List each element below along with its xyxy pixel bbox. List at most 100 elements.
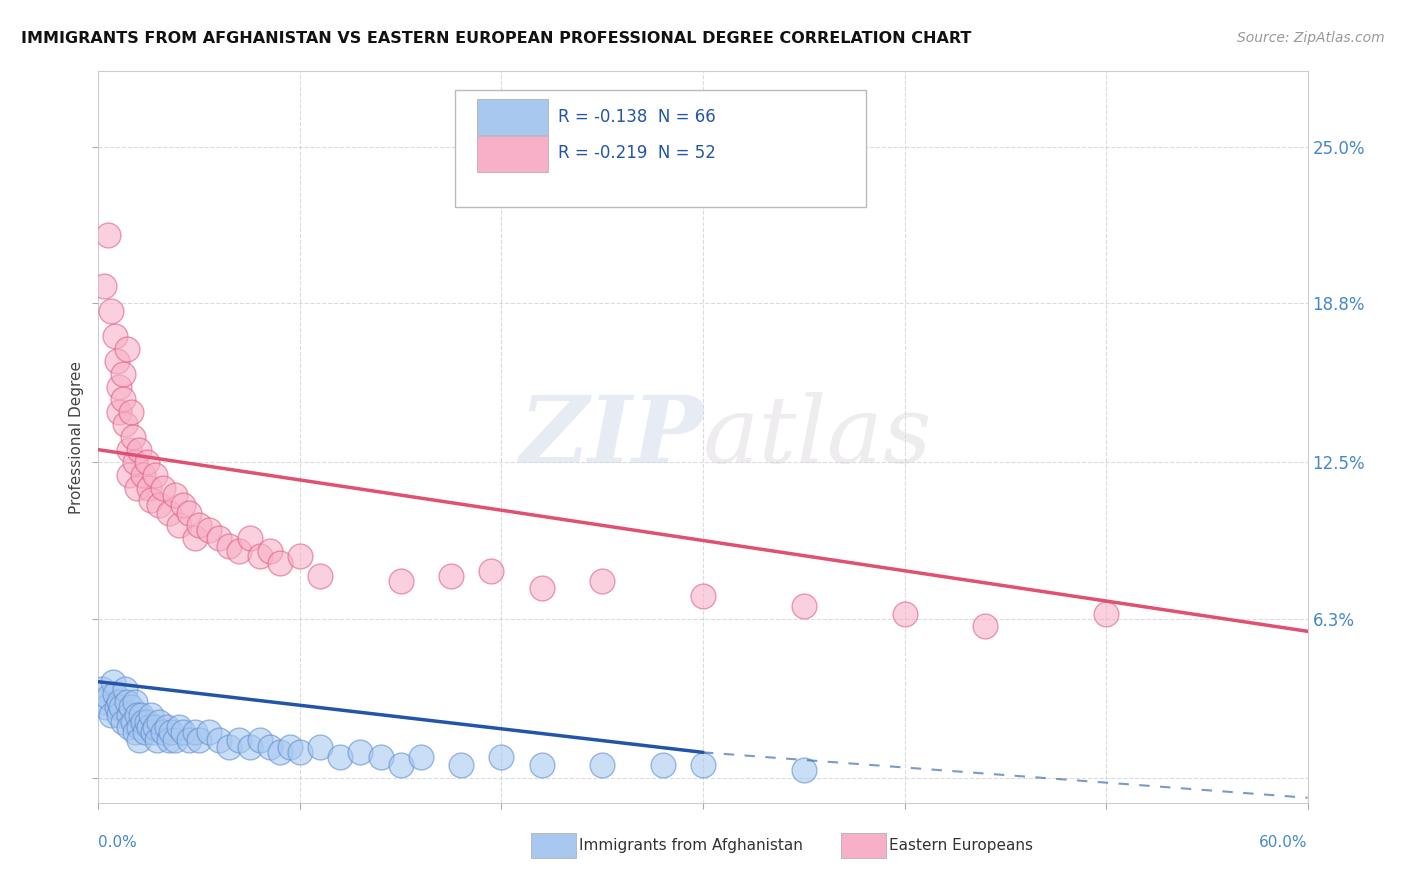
Point bbox=[249, 732, 271, 747]
Point bbox=[218, 740, 240, 755]
Point bbox=[172, 498, 194, 512]
FancyBboxPatch shape bbox=[456, 90, 866, 207]
Text: R = -0.138  N = 66: R = -0.138 N = 66 bbox=[558, 108, 716, 126]
Point bbox=[114, 682, 136, 697]
Point bbox=[793, 599, 815, 613]
Point bbox=[163, 732, 186, 747]
Point bbox=[103, 687, 125, 701]
Point bbox=[157, 732, 180, 747]
Point bbox=[591, 574, 613, 588]
Point bbox=[239, 740, 262, 755]
Point bbox=[152, 481, 174, 495]
Point bbox=[97, 228, 120, 243]
Point bbox=[793, 763, 815, 777]
Point bbox=[692, 758, 714, 772]
Point bbox=[100, 304, 122, 318]
Point bbox=[349, 745, 371, 759]
Point bbox=[128, 442, 150, 457]
Point bbox=[198, 524, 221, 538]
Point bbox=[129, 707, 152, 722]
Point bbox=[118, 467, 141, 482]
Point bbox=[188, 732, 211, 747]
Point bbox=[167, 518, 190, 533]
Point bbox=[124, 725, 146, 739]
Point bbox=[208, 732, 231, 747]
Point bbox=[167, 720, 190, 734]
Point bbox=[100, 707, 122, 722]
Point bbox=[143, 720, 166, 734]
Point bbox=[893, 607, 915, 621]
Point bbox=[132, 715, 155, 730]
Point bbox=[93, 695, 115, 709]
Text: atlas: atlas bbox=[703, 392, 932, 482]
Point bbox=[651, 758, 673, 772]
Point bbox=[135, 715, 157, 730]
Point bbox=[125, 481, 148, 495]
Point bbox=[143, 467, 166, 482]
Point bbox=[249, 549, 271, 563]
Point bbox=[93, 278, 115, 293]
Point bbox=[121, 430, 143, 444]
Point bbox=[1095, 607, 1118, 621]
Point bbox=[239, 531, 262, 545]
Point bbox=[114, 417, 136, 432]
Point bbox=[132, 467, 155, 482]
Point bbox=[110, 700, 132, 714]
Point bbox=[111, 392, 134, 407]
Point bbox=[107, 379, 129, 393]
Point bbox=[163, 488, 186, 502]
Point bbox=[103, 329, 125, 343]
Point bbox=[107, 707, 129, 722]
Point bbox=[389, 758, 412, 772]
Point bbox=[118, 707, 141, 722]
Point bbox=[121, 715, 143, 730]
Point bbox=[309, 740, 332, 755]
Point bbox=[591, 758, 613, 772]
Point bbox=[409, 750, 432, 764]
Point bbox=[124, 455, 146, 469]
Point bbox=[530, 582, 553, 596]
Point bbox=[115, 342, 138, 356]
Point bbox=[288, 745, 311, 759]
Text: Immigrants from Afghanistan: Immigrants from Afghanistan bbox=[579, 838, 803, 853]
Point bbox=[111, 715, 134, 730]
Point bbox=[228, 732, 250, 747]
Text: Eastern Europeans: Eastern Europeans bbox=[889, 838, 1032, 853]
Point bbox=[218, 539, 240, 553]
Point bbox=[135, 455, 157, 469]
Y-axis label: Professional Degree: Professional Degree bbox=[69, 360, 84, 514]
Point bbox=[128, 720, 150, 734]
Point bbox=[107, 405, 129, 419]
Point bbox=[101, 674, 124, 689]
Point bbox=[107, 695, 129, 709]
Point bbox=[228, 543, 250, 558]
Point bbox=[105, 354, 128, 368]
Point bbox=[118, 442, 141, 457]
Point bbox=[278, 740, 301, 755]
Point bbox=[152, 725, 174, 739]
Point bbox=[157, 506, 180, 520]
Point bbox=[450, 758, 472, 772]
Point bbox=[105, 700, 128, 714]
Point bbox=[269, 556, 291, 570]
Point bbox=[115, 695, 138, 709]
Point bbox=[172, 725, 194, 739]
Point bbox=[208, 531, 231, 545]
Point bbox=[160, 725, 183, 739]
Text: R = -0.219  N = 52: R = -0.219 N = 52 bbox=[558, 145, 716, 162]
Point bbox=[179, 732, 201, 747]
Point bbox=[111, 367, 134, 381]
Point bbox=[138, 720, 160, 734]
Point bbox=[329, 750, 352, 764]
Point bbox=[139, 707, 162, 722]
Point bbox=[259, 740, 281, 755]
Point bbox=[530, 758, 553, 772]
Point bbox=[481, 564, 503, 578]
Point bbox=[269, 745, 291, 759]
Point bbox=[440, 569, 463, 583]
Point bbox=[91, 682, 114, 697]
Text: 60.0%: 60.0% bbox=[1260, 836, 1308, 850]
Point bbox=[188, 518, 211, 533]
Text: IMMIGRANTS FROM AFGHANISTAN VS EASTERN EUROPEAN PROFESSIONAL DEGREE CORRELATION : IMMIGRANTS FROM AFGHANISTAN VS EASTERN E… bbox=[21, 31, 972, 46]
Point bbox=[120, 405, 142, 419]
